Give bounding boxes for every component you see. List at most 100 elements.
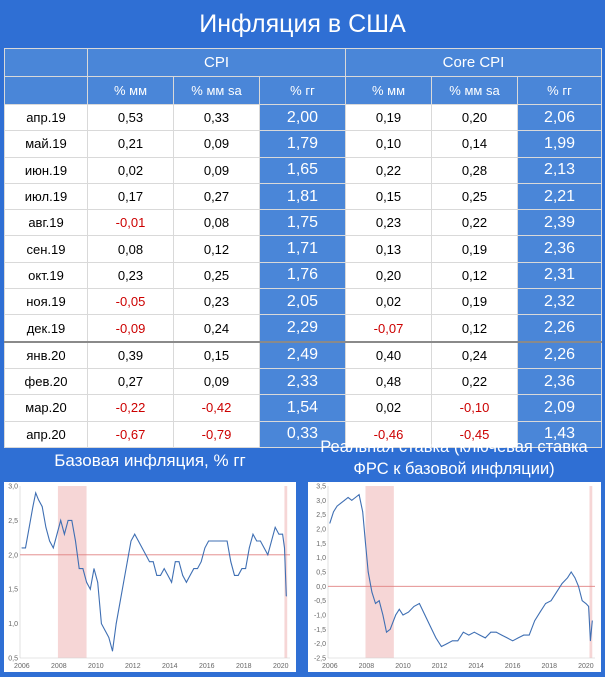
cell-core-mm: 0,13 (345, 235, 432, 263)
data-point (223, 540, 224, 542)
data-point (523, 634, 525, 636)
recession-shade (589, 486, 593, 658)
data-point (86, 581, 87, 583)
cell-core-yy: 2,31 (516, 261, 603, 290)
cell-cpi-mm: -0,05 (87, 288, 174, 316)
data-point (501, 634, 503, 636)
table-row: янв.20 0,39 0,15 2,49 0,40 0,24 2,26 (4, 340, 603, 369)
data-point (219, 540, 221, 542)
data-point (271, 540, 272, 542)
table-row: июн.19 0,02 0,09 1,65 0,22 0,28 2,13 (4, 156, 603, 184)
cell-cpi-mm-sa: 0,33 (173, 103, 260, 132)
y-tick-label: 1,5 (8, 587, 18, 594)
row-date: сен.19 (4, 235, 88, 263)
row-date: ноя.19 (4, 288, 88, 316)
cell-core-mm: 0,02 (345, 288, 432, 316)
data-point (274, 526, 276, 528)
data-point (351, 499, 353, 501)
cell-core-mm-sa: 0,12 (431, 314, 518, 343)
data-point (468, 634, 470, 636)
y-tick-label: 2,0 (8, 552, 18, 559)
data-point (365, 542, 366, 544)
cell-cpi-mm: -0,67 (87, 420, 174, 448)
data-point (186, 581, 187, 583)
data-point (89, 588, 91, 590)
recession-shade (57, 486, 87, 658)
x-tick-label: 2010 (88, 663, 104, 670)
cell-cpi-yy: 1,54 (259, 394, 346, 422)
table-row: дек.19 -0,09 0,24 2,29 -0,07 0,12 2,26 (4, 314, 603, 343)
column-header: % мм (87, 76, 174, 105)
y-tick-label: -1,0 (314, 613, 326, 620)
cell-core-yy: 1,43 (516, 420, 603, 448)
data-point (141, 547, 143, 549)
cell-cpi-yy: 2,49 (259, 340, 346, 369)
chart-title-real-rate: Реальная ставка (ключевая ставка ФРС к б… (320, 438, 588, 478)
y-tick-label: 3,5 (316, 484, 326, 491)
data-point (248, 547, 250, 549)
cell-cpi-yy: 1,81 (259, 182, 346, 211)
data-point (398, 608, 400, 610)
cell-cpi-mm: -0,09 (87, 314, 174, 343)
data-point (32, 506, 34, 508)
cell-core-mm-sa: 0,20 (431, 103, 518, 132)
table-row: апр.20 -0,67 -0,79 0,33 -0,46 -0,45 1,43 (4, 420, 603, 448)
x-tick-label: 2006 (14, 663, 30, 670)
data-point (590, 640, 591, 642)
y-tick-label: 2,5 (8, 518, 18, 525)
cell-cpi-mm-sa: 0,12 (173, 235, 260, 263)
data-point (567, 577, 568, 579)
data-point (371, 591, 373, 593)
row-date: апр.19 (4, 103, 88, 132)
data-point (446, 643, 448, 645)
core-inflation-chart: 0,5 1,0 1,5 2,0 2,5 3,0 2006 2008 2010 2012 2014 20… (4, 482, 296, 672)
data-point (156, 575, 158, 576)
cell-core-mm: -0,46 (345, 420, 432, 448)
data-point (21, 547, 23, 549)
data-point (215, 540, 217, 542)
cell-core-mm: 0,19 (345, 103, 432, 132)
table-row: фев.20 0,27 0,09 2,33 0,48 0,22 2,36 (4, 367, 603, 396)
data-point (204, 547, 206, 549)
data-point (424, 614, 426, 616)
data-point (413, 606, 415, 607)
table-row: ноя.19 -0,05 0,23 2,05 0,02 0,19 2,32 (4, 288, 603, 316)
data-point (41, 506, 43, 508)
cell-cpi-yy: 2,29 (259, 314, 346, 343)
row-date: авг.19 (4, 209, 88, 237)
cell-cpi-mm-sa: 0,15 (173, 340, 260, 369)
data-point (234, 575, 235, 576)
data-point (378, 600, 380, 602)
data-point (484, 637, 486, 639)
table-row: май.19 0,21 0,09 1,79 0,10 0,14 1,99 (4, 130, 603, 158)
y-tick-label: 0,0 (316, 584, 326, 591)
cell-core-mm: 0,10 (345, 130, 432, 158)
data-point (347, 497, 349, 498)
data-point (119, 602, 121, 604)
cell-core-yy: 2,36 (516, 367, 603, 396)
data-point (49, 540, 50, 542)
data-point (578, 585, 579, 587)
cell-cpi-mm-sa: -0,42 (173, 394, 260, 422)
row-date: июл.19 (4, 182, 88, 211)
data-point (539, 611, 541, 613)
data-point (329, 522, 331, 524)
x-tick-label: 2020 (578, 663, 594, 670)
data-point (145, 554, 147, 556)
data-point (517, 637, 519, 639)
data-point (130, 540, 132, 542)
data-point (189, 575, 191, 576)
data-point (495, 631, 497, 633)
data-point (267, 554, 269, 556)
cell-core-mm: 0,23 (345, 209, 432, 237)
data-point (241, 568, 243, 569)
x-tick-label: 2006 (322, 663, 338, 670)
column-header: % мм sa (431, 76, 518, 105)
cell-cpi-yy: 1,79 (259, 130, 346, 158)
data-point (263, 547, 265, 549)
cell-core-mm-sa: -0,10 (431, 394, 518, 422)
real-rate-chart: 3,5 3,0 2,5 2,0 1,5 1,0 0,5 0,0 -0,5 -1,0 -1,5 -2,0… (308, 482, 601, 672)
cell-core-mm-sa: 0,19 (431, 288, 518, 316)
data-point (256, 540, 258, 542)
cell-core-yy: 1,99 (516, 130, 603, 158)
